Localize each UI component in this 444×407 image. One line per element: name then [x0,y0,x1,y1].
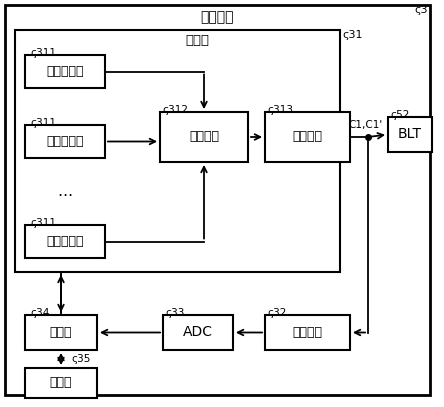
Text: 处理器: 处理器 [50,326,72,339]
Text: BLT: BLT [398,127,422,142]
Bar [25,368,97,398]
Text: C1,C1': C1,C1' [348,120,382,130]
Text: ς52: ς52 [390,110,409,120]
Text: ς312: ς312 [162,105,188,115]
Text: 放大电路: 放大电路 [293,131,322,144]
Text: 能量源: 能量源 [186,33,210,46]
Bar [25,125,105,158]
Text: ς32: ς32 [267,308,286,318]
Bar [163,315,233,350]
Bar [160,112,248,162]
Text: ς31: ς31 [342,30,362,40]
Text: ς35: ς35 [71,354,91,364]
Text: 检测电路: 检测电路 [293,326,322,339]
Bar [25,315,97,350]
Text: ς33: ς33 [165,308,184,318]
Text: ς311: ς311 [30,48,56,58]
Text: ADC: ADC [183,326,213,339]
Text: 第ｎ信号源: 第ｎ信号源 [46,235,84,248]
Bar [265,315,350,350]
Bar [25,55,105,88]
Text: ς311: ς311 [30,118,56,128]
Text: 第２信号源: 第２信号源 [46,135,84,148]
Bar [388,117,432,152]
Bar [265,112,350,162]
Bar [25,225,105,258]
Text: 第１信号源: 第１信号源 [46,65,84,78]
Text: ς311: ς311 [30,218,56,228]
Text: ς34: ς34 [30,308,49,318]
Bar [15,30,340,272]
Text: …: … [57,184,72,199]
Text: 存储器: 存储器 [50,376,72,389]
Text: ς313: ς313 [267,105,293,115]
Text: ς3: ς3 [415,5,428,15]
Text: 合成电路: 合成电路 [189,131,219,144]
Text: 控制装置: 控制装置 [201,10,234,24]
